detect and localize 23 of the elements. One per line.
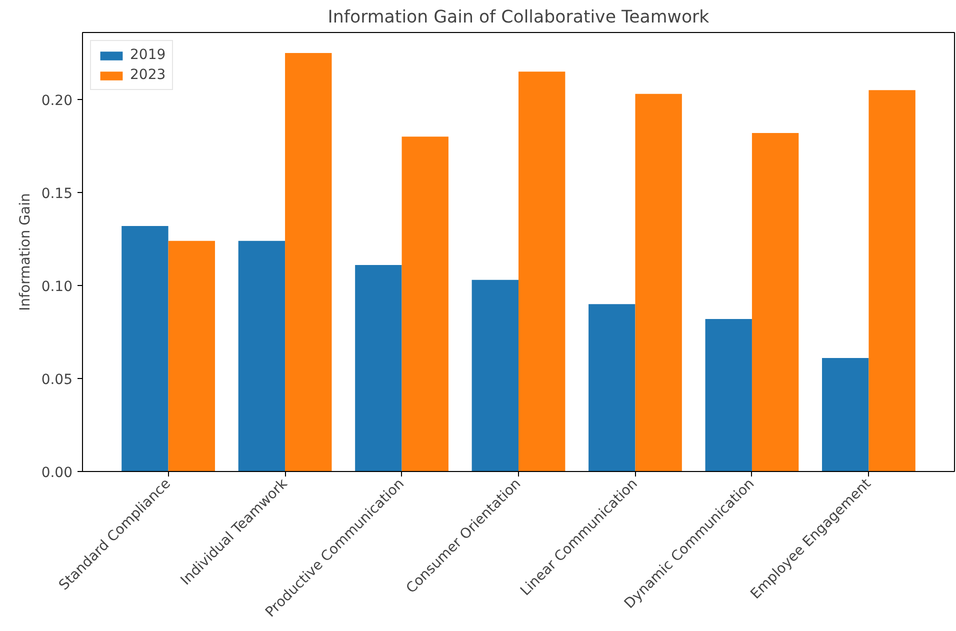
bar: [635, 94, 682, 472]
bar: [588, 304, 636, 472]
y-tick-label: 0.00: [41, 465, 72, 481]
bar: [518, 72, 566, 472]
y-tick-label: 0.20: [41, 92, 72, 109]
y-axis-title: Information Gain: [17, 193, 34, 311]
y-tick-label: 0.05: [41, 372, 72, 388]
bar: [355, 265, 402, 472]
bar: [868, 90, 916, 472]
bar: [168, 240, 215, 472]
bar: [752, 132, 799, 472]
bar: [822, 358, 869, 472]
chart-title: Information Gain of Collaborative Teamwork: [328, 8, 710, 28]
bar: [472, 280, 518, 472]
bar: [238, 240, 286, 472]
bar: [402, 136, 448, 472]
bar: [122, 226, 168, 472]
legend-label: 2019: [130, 47, 166, 63]
y-tick-label: 0.10: [41, 278, 72, 295]
y-tick-label: 0.15: [41, 186, 72, 202]
bar: [705, 318, 752, 472]
bar: [285, 52, 332, 472]
legend-label: 2023: [130, 67, 166, 83]
